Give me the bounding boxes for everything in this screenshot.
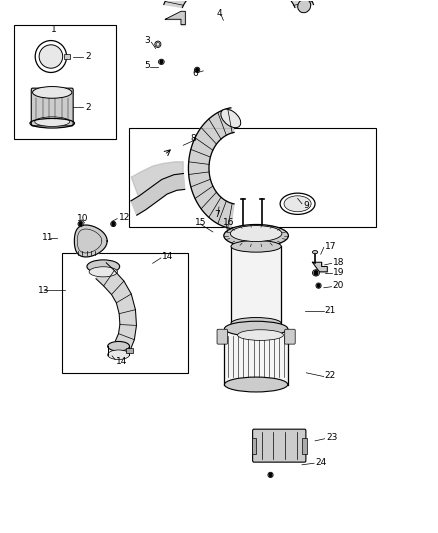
Text: 2: 2 xyxy=(86,102,92,111)
Circle shape xyxy=(196,68,198,71)
Bar xyxy=(302,438,307,454)
Circle shape xyxy=(79,222,82,225)
Text: 4: 4 xyxy=(217,10,223,19)
FancyBboxPatch shape xyxy=(31,88,73,126)
Ellipse shape xyxy=(89,266,117,277)
FancyBboxPatch shape xyxy=(253,429,306,462)
Ellipse shape xyxy=(108,350,130,360)
Bar xyxy=(127,348,133,353)
Circle shape xyxy=(160,60,162,63)
Ellipse shape xyxy=(230,225,282,241)
Text: 15: 15 xyxy=(195,219,206,228)
Text: 13: 13 xyxy=(38,286,49,295)
Circle shape xyxy=(317,284,320,287)
Bar xyxy=(64,54,70,59)
Polygon shape xyxy=(312,262,327,272)
Text: 22: 22 xyxy=(325,371,336,380)
Text: 20: 20 xyxy=(332,281,344,290)
Ellipse shape xyxy=(221,109,241,128)
Polygon shape xyxy=(131,174,185,215)
Ellipse shape xyxy=(231,240,281,252)
Ellipse shape xyxy=(87,260,120,273)
Bar xyxy=(62,253,188,373)
Bar xyxy=(252,438,256,454)
Text: 18: 18 xyxy=(332,258,344,266)
Ellipse shape xyxy=(231,318,281,329)
Ellipse shape xyxy=(237,330,283,341)
Ellipse shape xyxy=(35,117,70,126)
Text: 6: 6 xyxy=(193,69,198,78)
FancyBboxPatch shape xyxy=(285,329,295,344)
Text: 10: 10 xyxy=(77,214,88,223)
Ellipse shape xyxy=(32,86,72,98)
Text: 19: 19 xyxy=(332,269,344,277)
Text: 23: 23 xyxy=(326,433,337,442)
Polygon shape xyxy=(188,108,234,229)
Text: 16: 16 xyxy=(223,219,234,228)
Text: 8: 8 xyxy=(191,134,196,143)
Ellipse shape xyxy=(155,41,161,47)
Ellipse shape xyxy=(284,196,311,212)
Text: 17: 17 xyxy=(325,242,336,251)
Text: 1: 1 xyxy=(51,26,57,35)
Ellipse shape xyxy=(111,221,116,227)
Ellipse shape xyxy=(108,342,130,351)
Ellipse shape xyxy=(312,251,318,254)
Ellipse shape xyxy=(312,270,319,276)
Ellipse shape xyxy=(224,377,288,392)
Polygon shape xyxy=(164,0,314,7)
Polygon shape xyxy=(96,263,137,350)
Circle shape xyxy=(314,271,318,275)
Text: 24: 24 xyxy=(315,458,326,466)
Bar xyxy=(130,128,376,227)
Text: 14: 14 xyxy=(162,253,173,261)
Ellipse shape xyxy=(159,59,164,64)
Text: 14: 14 xyxy=(117,357,128,366)
Circle shape xyxy=(269,473,272,477)
FancyBboxPatch shape xyxy=(217,329,227,344)
Ellipse shape xyxy=(194,67,200,72)
Text: 12: 12 xyxy=(119,213,130,222)
Text: 3: 3 xyxy=(145,36,151,45)
Ellipse shape xyxy=(224,224,288,247)
Text: 11: 11 xyxy=(42,233,54,242)
Ellipse shape xyxy=(35,41,67,72)
Ellipse shape xyxy=(78,221,83,227)
Ellipse shape xyxy=(156,43,159,46)
Ellipse shape xyxy=(268,472,273,478)
Text: 2: 2 xyxy=(86,52,92,61)
Text: 21: 21 xyxy=(325,305,336,314)
Bar xyxy=(14,25,117,139)
Polygon shape xyxy=(74,225,107,257)
Ellipse shape xyxy=(298,0,311,13)
Ellipse shape xyxy=(316,283,321,288)
Text: 9: 9 xyxy=(303,201,309,211)
Polygon shape xyxy=(165,11,185,25)
Text: 5: 5 xyxy=(145,61,151,70)
Text: 7: 7 xyxy=(215,210,220,219)
Ellipse shape xyxy=(39,45,63,68)
Polygon shape xyxy=(131,162,183,198)
Ellipse shape xyxy=(224,321,288,336)
Circle shape xyxy=(112,222,115,225)
